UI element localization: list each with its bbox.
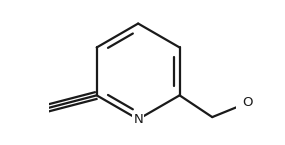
Text: N: N bbox=[133, 113, 143, 126]
Text: O: O bbox=[242, 96, 252, 109]
